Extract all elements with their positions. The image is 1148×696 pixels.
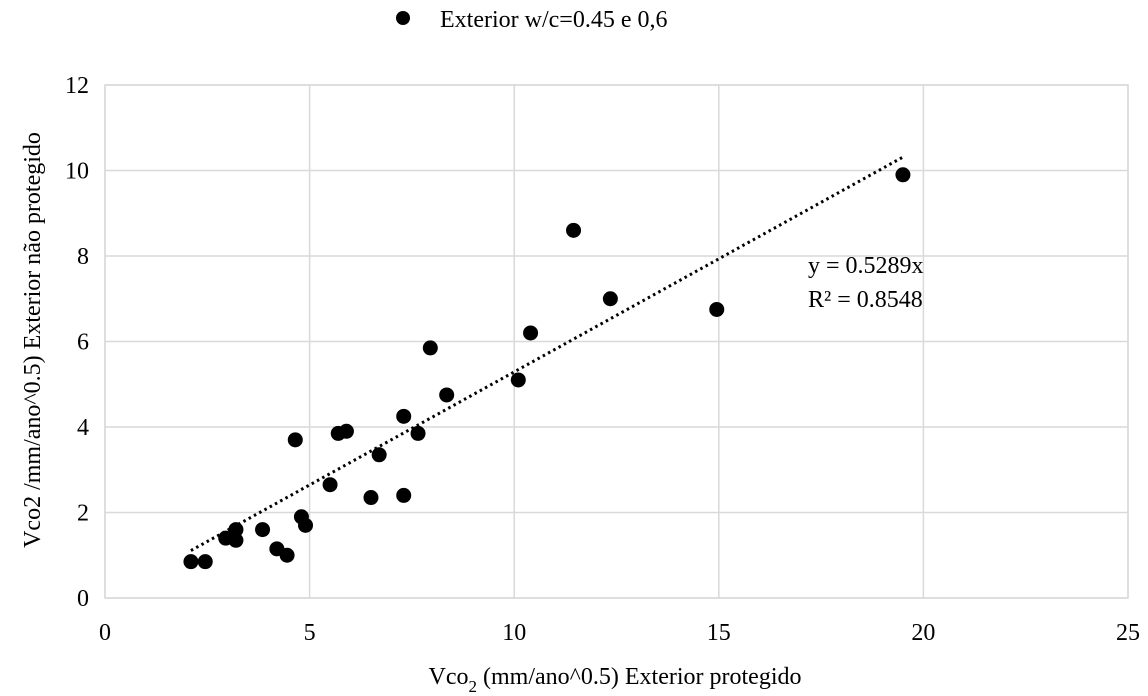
data-point xyxy=(298,517,314,533)
data-point xyxy=(895,167,911,183)
trendline xyxy=(190,155,904,552)
y-tick-label: 6 xyxy=(77,330,89,356)
data-point xyxy=(422,340,438,356)
trendline-equation: y = 0.5289x xyxy=(808,253,924,279)
y-tick-label: 8 xyxy=(77,244,89,270)
x-axis-tick-labels: 0 5 10 15 20 25 xyxy=(99,620,1140,646)
x-tick-label: 25 xyxy=(1116,620,1140,646)
data-point xyxy=(228,522,244,538)
data-point xyxy=(197,554,213,570)
y-tick-label: 0 xyxy=(77,586,89,612)
trendline-annotation: y = 0.5289x R² = 0.8548 xyxy=(808,253,924,313)
y-tick-label: 12 xyxy=(65,73,89,99)
data-point xyxy=(338,423,354,439)
legend: Exterior w/c=0.45 e 0,6 xyxy=(396,7,667,33)
plot-area-border xyxy=(104,84,1129,599)
data-point xyxy=(523,325,539,341)
y-axis-title: Vco2 /mm/ano^0.5) Exterior não protegido xyxy=(20,132,46,548)
data-point xyxy=(510,372,526,388)
x-axis-title-main: Vco xyxy=(429,664,469,690)
data-point xyxy=(183,554,199,570)
legend-label: Exterior w/c=0.45 e 0,6 xyxy=(440,7,667,33)
x-tick-label: 5 xyxy=(304,620,316,646)
data-point xyxy=(363,490,379,506)
data-point xyxy=(322,477,338,493)
data-point xyxy=(410,425,426,441)
data-point xyxy=(371,447,387,463)
y-axis-tick-labels: 0 2 4 6 8 10 12 xyxy=(65,73,89,612)
x-axis-title: Vco2 (mm/ano^0.5) Exterior protegido xyxy=(429,664,802,696)
x-tick-label: 10 xyxy=(502,620,526,646)
data-point xyxy=(228,532,244,548)
data-point xyxy=(439,387,455,403)
trendline-r-squared: R² = 0.8548 xyxy=(808,287,923,313)
legend-marker xyxy=(396,11,410,25)
data-point xyxy=(602,291,618,307)
data-point xyxy=(255,522,271,538)
data-point xyxy=(396,487,412,503)
gridlines xyxy=(104,84,1129,599)
trendline-layer xyxy=(190,155,904,552)
y-tick-label: 10 xyxy=(65,159,89,185)
x-tick-label: 15 xyxy=(707,620,731,646)
x-axis-title-subscript: 2 xyxy=(468,677,477,696)
data-point xyxy=(287,432,303,448)
data-point xyxy=(279,547,295,563)
data-points xyxy=(183,167,911,570)
data-point xyxy=(566,222,582,238)
x-tick-label: 0 xyxy=(99,620,111,646)
data-point xyxy=(709,301,725,317)
y-tick-label: 2 xyxy=(77,501,89,527)
x-tick-label: 20 xyxy=(911,620,935,646)
y-tick-label: 4 xyxy=(77,415,89,441)
x-axis-title-rest: (mm/ano^0.5) Exterior protegido xyxy=(477,664,802,690)
data-point xyxy=(396,408,412,424)
